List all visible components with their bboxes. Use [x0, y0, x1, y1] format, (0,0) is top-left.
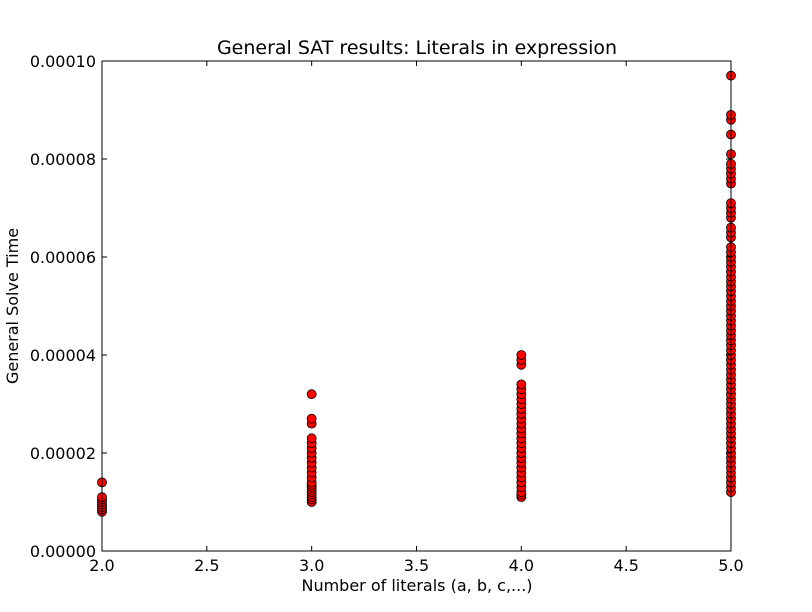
x-tick-label: 2.0	[89, 556, 114, 575]
y-tick-label: 0.00000	[30, 542, 96, 561]
x-axis-title: Number of literals (a, b, c,...)	[301, 576, 532, 595]
y-axis-title: General Solve Time	[3, 228, 22, 384]
data-points	[97, 70, 736, 517]
data-point	[306, 389, 317, 400]
x-tick-label: 5.0	[718, 556, 743, 575]
x-tick-label: 3.0	[299, 556, 324, 575]
x-tick-label: 4.5	[613, 556, 638, 575]
y-tick-label: 0.00010	[30, 52, 96, 71]
chart-title: General SAT results: Literals in express…	[217, 37, 617, 59]
y-tick-label: 0.00002	[30, 444, 96, 463]
x-tick-label: 4.0	[509, 556, 534, 575]
data-point	[516, 350, 527, 360]
data-point	[306, 433, 317, 444]
data-point	[306, 413, 317, 424]
y-tick-label: 0.00004	[30, 346, 96, 365]
y-tick-label: 0.00006	[30, 248, 96, 267]
x-tick-label: 2.5	[194, 556, 219, 575]
y-tick-label: 0.00008	[30, 150, 96, 169]
axis-ticks: 2.0 2.5 3.0 3.5 4.0 4.5 5.0 0.00000 0.00002 0.000…	[30, 52, 744, 575]
data-point	[516, 379, 527, 390]
x-tick-label: 3.5	[404, 556, 429, 575]
